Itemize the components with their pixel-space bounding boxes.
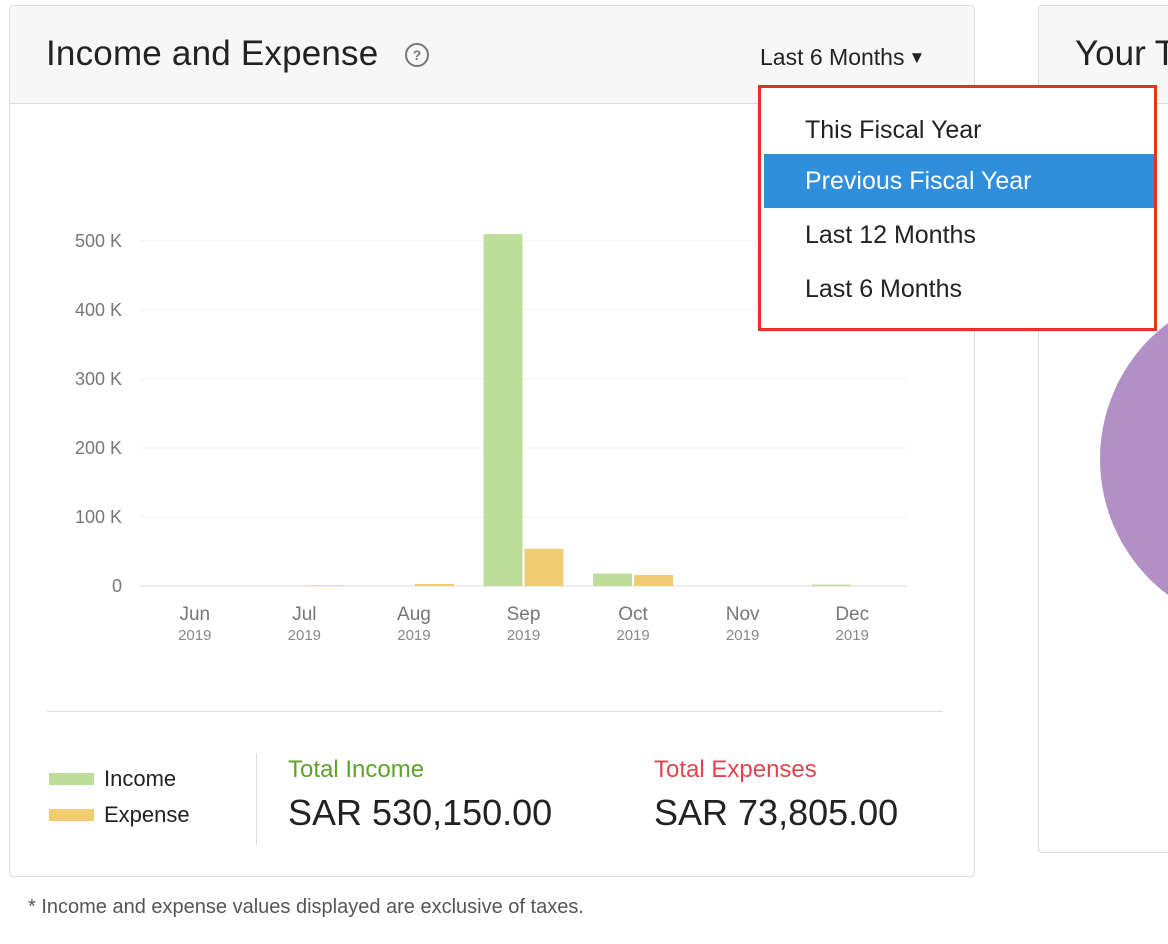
card-header: Income and Expense ? Last 6 Months ▼ — [10, 6, 974, 104]
total-income-value: SAR 530,150.00 — [288, 792, 553, 833]
bar-expense — [414, 583, 454, 586]
total-expense: Total Expenses SAR 73,805.00 — [654, 756, 898, 834]
dropdown-option-last-6-months[interactable]: Last 6 Months — [805, 275, 963, 303]
y-tick-label: 200 K — [75, 438, 122, 458]
x-tick-label: Aug — [397, 604, 431, 625]
divider — [47, 711, 943, 712]
bar-income — [483, 234, 523, 586]
bar-expense — [524, 548, 564, 586]
bar-expense — [305, 585, 345, 586]
side-card-title: Your T — [1075, 34, 1168, 73]
pie-chart-slice[interactable] — [1100, 289, 1168, 629]
x-tick-year: 2019 — [616, 627, 649, 644]
y-tick-label: 300 K — [75, 369, 122, 389]
x-tick-label: Sep — [507, 604, 541, 625]
total-expense-value: SAR 73,805.00 — [654, 792, 899, 833]
dropdown-option-last-12-months[interactable]: Last 12 Months — [805, 221, 976, 249]
y-tick-label: 400 K — [75, 300, 122, 320]
x-tick-label: Dec — [835, 604, 869, 625]
x-tick-year: 2019 — [288, 627, 321, 644]
legend-label-expense: Expense — [104, 802, 190, 827]
total-income: Total Income SAR 530,150.00 — [288, 756, 552, 834]
question-circle-icon[interactable]: ? — [405, 43, 429, 67]
legend-swatch-income — [49, 773, 94, 785]
bar-income — [593, 573, 633, 586]
x-tick-label: Jul — [292, 604, 316, 625]
y-tick-label: 500 K — [75, 231, 122, 251]
period-dropdown-toggle[interactable]: Last 6 Months ▼ — [760, 44, 925, 71]
total-expense-label: Total Expenses — [654, 756, 817, 783]
dropdown-option-this-fiscal-year[interactable]: This Fiscal Year — [805, 116, 982, 144]
taxes-footnote: * Income and expense values displayed ar… — [28, 896, 584, 918]
x-tick-label: Oct — [618, 604, 648, 625]
x-tick-year: 2019 — [397, 627, 430, 644]
bar-expense — [634, 574, 674, 586]
x-tick-label: Nov — [726, 604, 760, 625]
y-tick-label: 0 — [112, 576, 122, 596]
x-tick-year: 2019 — [836, 627, 869, 644]
caret-down-icon: ▼ — [908, 48, 926, 67]
dropdown-option-previous-fiscal-year[interactable]: Previous Fiscal Year — [764, 154, 1154, 208]
x-tick-year: 2019 — [726, 627, 759, 644]
period-selected-label: Last 6 Months — [760, 44, 905, 70]
x-tick-year: 2019 — [178, 627, 211, 644]
legend-label-income: Income — [104, 766, 177, 791]
y-tick-label: 100 K — [75, 507, 122, 527]
bar-income — [812, 584, 852, 586]
totals-separator — [256, 753, 257, 845]
x-tick-label: Jun — [179, 604, 210, 625]
total-income-label: Total Income — [288, 756, 425, 783]
x-tick-year: 2019 — [507, 627, 540, 644]
period-dropdown-menu: This Fiscal Year Previous Fiscal Year La… — [758, 85, 1157, 331]
card-title: Income and Expense — [46, 34, 379, 73]
income-expense-chart: 0 100 K 200 K 300 K 400 K 500 K Jun 2019 Jul 2019… — [75, 231, 907, 644]
legend-swatch-expense — [49, 809, 94, 821]
